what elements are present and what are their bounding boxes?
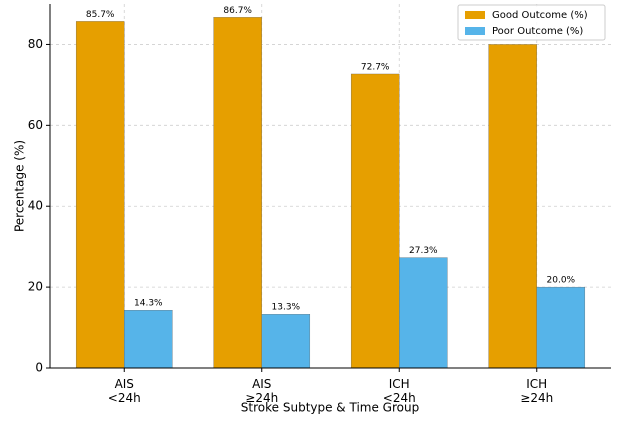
legend-swatch (465, 11, 485, 19)
bar (261, 314, 311, 369)
y-tick-label: 40 (28, 199, 43, 213)
y-tick-label: 80 (28, 37, 43, 51)
x-axis-label: Stroke Subtype & Time Group (241, 401, 419, 415)
y-tick-label: 0 (35, 361, 43, 375)
bar (350, 73, 400, 369)
y-tick-label: 20 (28, 280, 43, 294)
y-axis-label: Percentage (%) (13, 140, 27, 232)
x-tick-label: ICH <24h (383, 377, 416, 405)
value-label: 20.0% (547, 276, 576, 286)
value-label: 14.3% (134, 299, 163, 309)
value-label: 27.3% (409, 246, 438, 256)
x-tick-label: AIS ≥24h (245, 377, 278, 405)
x-tick-label: ICH ≥24h (520, 377, 553, 405)
bar (124, 310, 173, 369)
bar (488, 44, 537, 369)
value-label: 85.7% (86, 10, 115, 20)
bar (536, 286, 586, 369)
value-label: 13.3% (272, 303, 301, 313)
bar (75, 21, 125, 369)
x-tick-label: AIS <24h (108, 377, 141, 405)
legend-label: Poor Outcome (%) (492, 26, 583, 37)
value-label: 72.7% (361, 62, 390, 72)
bar (213, 17, 262, 369)
y-tick-label: 60 (28, 118, 43, 132)
value-label: 86.7% (223, 6, 252, 16)
bar (399, 257, 448, 369)
legend-label: Good Outcome (%) (492, 10, 588, 21)
legend-box (457, 4, 606, 41)
legend-swatch (465, 27, 485, 35)
